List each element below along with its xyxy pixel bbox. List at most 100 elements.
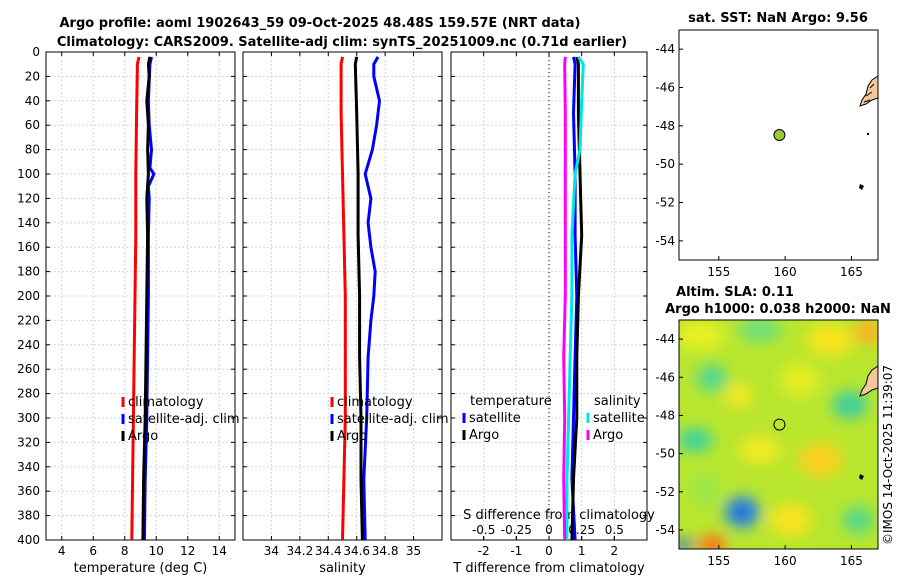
- sla-map-title-2: Argo h1000: 0.038 h2000: NaN: [665, 302, 891, 317]
- sla-blob: [735, 506, 749, 518]
- sla-blob: [832, 391, 868, 419]
- y-tick-label: 200: [17, 289, 40, 303]
- series-line-s-argo: [562, 56, 567, 541]
- map-y-tick-label: -50: [655, 157, 675, 171]
- x-tick-label: 4: [58, 544, 66, 558]
- y-tick-label: 60: [25, 118, 40, 132]
- sla-blob: [738, 320, 782, 342]
- salt-x-axis-label: salinity: [319, 561, 366, 576]
- y-tick-label: 400: [17, 533, 40, 547]
- y-tick-label: 20: [25, 69, 40, 83]
- sla-map-panel: [678, 319, 879, 550]
- x-tick-label: 10: [149, 544, 164, 558]
- profile-location-marker: [773, 418, 786, 431]
- x-tick-label: 6: [89, 544, 97, 558]
- map-x-tick-label: 155: [707, 265, 730, 279]
- series-line-s-satellite: [565, 56, 585, 540]
- legend-label: Argo: [128, 429, 158, 444]
- map-y-tick-label: -52: [655, 196, 675, 210]
- sla-blob: [798, 444, 842, 476]
- sla-blob: [698, 535, 726, 549]
- s-diff-tick-label: -0.5: [472, 523, 495, 537]
- legend-label: satellite-adj. clim: [128, 412, 240, 427]
- sla-blob: [780, 364, 820, 396]
- sst-map-panel: [678, 29, 879, 261]
- y-tick-label: 80: [25, 143, 40, 157]
- legend-label: Argo: [593, 428, 623, 443]
- sst-island: [859, 184, 864, 190]
- legend-label: Argo: [469, 428, 499, 443]
- sla-map-marks: 155 160 165 -44 -46 -48 -50 -52 -54: [655, 332, 863, 568]
- sla-heatmap: [679, 320, 878, 549]
- diff-x-axis-label: T difference from climatology: [452, 561, 645, 576]
- x-tick-label: 8: [121, 544, 129, 558]
- legend-label: satellite: [469, 411, 521, 426]
- title-line-1: Argo profile: aoml 1902643_59 09-Oct-202…: [60, 16, 581, 31]
- map-y-tick-label: -44: [655, 42, 675, 56]
- y-tick-label: 140: [17, 216, 40, 230]
- profile-location-marker: [773, 129, 786, 142]
- series-line-t-argo: [570, 56, 584, 541]
- map-y-tick-label: -44: [655, 332, 675, 346]
- sla-blob: [679, 539, 692, 549]
- legend-label: climatology: [337, 395, 413, 410]
- y-tick-label: 40: [25, 94, 40, 108]
- sst-coastline: [859, 75, 879, 107]
- sla-blob: [724, 383, 752, 407]
- x-tick-label: 2: [611, 544, 619, 558]
- series-line-argo: [141, 56, 152, 541]
- y-tick-label: 340: [17, 460, 40, 474]
- s-diff-axis-label: S difference from climatology: [463, 508, 655, 523]
- map-x-tick-label: 165: [840, 554, 863, 568]
- x-tick-label: 14: [212, 544, 227, 558]
- series-line-climatology: [130, 56, 141, 541]
- y-tick-label: 300: [17, 411, 40, 425]
- map-y-tick-label: -54: [655, 234, 675, 248]
- y-tick-label: 100: [17, 167, 40, 181]
- y-tick-label: 260: [17, 362, 40, 376]
- x-tick-label: 34.8: [372, 544, 399, 558]
- map-x-tick-label: 165: [840, 265, 863, 279]
- sst-map-title: sat. SST: NaN Argo: 9.56: [688, 11, 868, 26]
- sla-map-title-1: Altim. SLA: 0.11: [676, 285, 794, 300]
- series-line-argo: [353, 56, 364, 541]
- sst-islet: [867, 133, 869, 135]
- map-y-tick-label: -46: [655, 81, 675, 95]
- sla-blob: [806, 324, 854, 356]
- temperature-panel: 0 20 40 60 80 100 120 140 160 180 200 220 240 260 280 3…: [17, 45, 240, 576]
- sla-blob: [689, 474, 721, 506]
- x-tick-label: 34: [264, 544, 279, 558]
- legend-label: satellite: [593, 411, 645, 426]
- s-diff-tick-label: 0: [545, 523, 553, 537]
- sst-map-marks: 155 160 165 -44 -46 -48 -50 -52 -54: [655, 42, 863, 279]
- series-line-t-satellite: [570, 56, 579, 541]
- map-x-tick-label: 160: [774, 265, 797, 279]
- map-y-tick-label: -48: [655, 408, 675, 422]
- x-tick-label: 34.4: [315, 544, 342, 558]
- sla-island: [859, 474, 864, 480]
- y-tick-label: 120: [17, 191, 40, 205]
- series-line-satellite-adj-clim: [362, 56, 381, 541]
- map-y-tick-label: -52: [655, 485, 675, 499]
- y-tick-label: 0: [32, 45, 40, 59]
- s-diff-tick-label: -0.25: [501, 523, 532, 537]
- y-tick-label: 380: [17, 509, 40, 523]
- imos-stamp: ©IMOS 14-Oct-2025 11:39:07: [881, 365, 895, 545]
- legend-label: Argo: [337, 429, 367, 444]
- legend-label: climatology: [128, 395, 204, 410]
- difference-panel: -2 -1 0 1 2 T difference from climatology S di…: [450, 51, 655, 576]
- salinity-panel: 34 34.2 34.4 34.6 34.8 35 salinity climatology s…: [242, 51, 449, 576]
- title-line-2: Climatology: CARS2009. Satellite-adj cli…: [57, 35, 627, 50]
- x-tick-label: 0: [545, 544, 553, 558]
- x-tick-label: -2: [478, 544, 490, 558]
- map-y-tick-label: -50: [655, 447, 675, 461]
- sla-blob: [740, 436, 780, 464]
- x-tick-label: -1: [510, 544, 522, 558]
- map-x-tick-label: 155: [707, 554, 730, 568]
- y-tick-label: 240: [17, 338, 40, 352]
- temp-x-axis-label: temperature (deg C): [74, 561, 208, 576]
- sst-map-frame: [678, 29, 879, 261]
- sla-blob: [679, 321, 725, 349]
- y-tick-label: 320: [17, 435, 40, 449]
- sla-coastline: [859, 365, 878, 397]
